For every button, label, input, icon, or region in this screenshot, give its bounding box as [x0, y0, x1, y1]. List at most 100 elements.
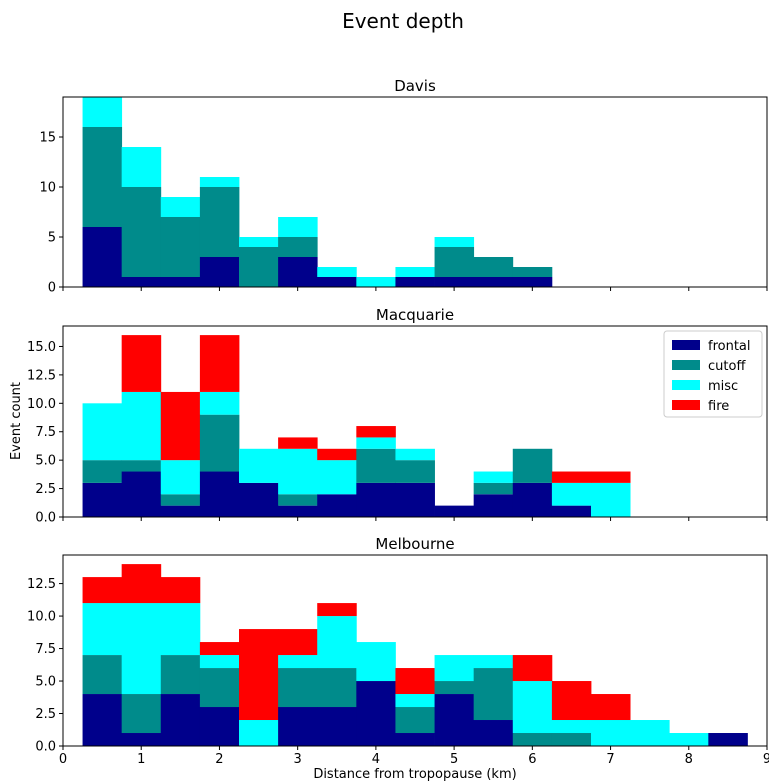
panel-title: Macquarie — [376, 306, 454, 324]
bar-fire — [121, 335, 162, 392]
bar-frontal — [121, 277, 162, 287]
bar-frontal — [434, 505, 475, 517]
bar-fire — [551, 471, 592, 483]
bar-frontal — [199, 707, 240, 746]
bar-cutoff — [160, 217, 201, 277]
bar-cutoff — [512, 733, 553, 746]
bar-frontal — [356, 482, 396, 517]
bar-fire — [121, 564, 162, 604]
bar-cutoff — [278, 668, 318, 708]
legend-swatch-cutoff — [672, 360, 700, 370]
bar-frontal — [708, 733, 748, 746]
bar-misc — [356, 642, 396, 682]
bar-cutoff — [317, 668, 357, 708]
bar-misc — [239, 237, 279, 247]
bar-misc — [199, 177, 240, 187]
bar-misc — [551, 482, 592, 506]
y-tick-label: 15 — [39, 131, 56, 146]
bar-frontal — [473, 494, 514, 517]
bar-frontal — [356, 681, 396, 746]
y-tick-label: 10.0 — [27, 610, 56, 625]
bar-frontal — [160, 277, 201, 287]
bar-misc — [591, 720, 631, 746]
bar-cutoff — [278, 237, 318, 257]
legend-swatch-fire — [672, 400, 700, 410]
bar-fire — [317, 603, 357, 617]
bar-cutoff — [356, 448, 396, 483]
y-tick-label: 2.5 — [35, 482, 56, 497]
x-tick-label: 7 — [606, 752, 614, 767]
bar-misc — [317, 460, 357, 495]
y-tick-label: 7.5 — [35, 642, 56, 657]
panel-macquarie: Macquarie 0.0 2.5 5.0 7.5 10.0 12.5 15.0 frontal… — [27, 306, 768, 526]
panel-davis: Davis 0 5 10 15 — [39, 77, 768, 296]
y-tick-label: 2.5 — [35, 707, 56, 722]
bar-misc — [317, 616, 357, 669]
legend-label-misc: misc — [708, 379, 738, 394]
x-tick-label: 4 — [372, 752, 380, 767]
bar-cutoff — [395, 460, 435, 483]
bar-misc — [395, 267, 435, 277]
y-tick-label: 0.0 — [35, 740, 56, 755]
bar-frontal — [160, 694, 201, 746]
bar-fire — [160, 577, 201, 604]
bar-frontal — [199, 257, 240, 287]
bar-cutoff — [160, 655, 201, 695]
bar-frontal — [434, 277, 475, 287]
bar-frontal — [395, 482, 435, 517]
bar-misc — [630, 720, 670, 746]
bar-cutoff — [82, 127, 123, 227]
bar-misc — [434, 655, 475, 682]
bar-frontal — [473, 277, 514, 287]
bar-misc — [199, 391, 240, 415]
bar-misc — [82, 603, 123, 656]
y-tick-label: 5.0 — [35, 675, 56, 690]
bar-frontal — [395, 277, 435, 287]
bar-cutoff — [473, 482, 514, 495]
bar-misc — [512, 681, 553, 733]
bar-fire — [395, 668, 435, 695]
bar-cutoff — [199, 414, 240, 472]
x-tick-label: 9 — [763, 752, 769, 767]
bar-frontal — [82, 482, 123, 517]
bar-cutoff — [121, 694, 162, 734]
y-tick-label: 0.0 — [35, 511, 56, 526]
bar-misc — [356, 437, 396, 449]
bar-frontal — [121, 733, 162, 746]
x-tick-label: 2 — [215, 752, 223, 767]
bar-misc — [278, 448, 318, 495]
bar-misc — [160, 197, 201, 217]
bar-cutoff — [121, 460, 162, 472]
bar-frontal — [278, 707, 318, 746]
panel-title: Melbourne — [375, 535, 454, 553]
bar-misc — [121, 147, 162, 187]
panel-melbourne: Melbourne 0 1 2 3 4 5 6 7 8 9 0.0 2.5 5.0 7.5 10.0 12.5 — [27, 535, 769, 767]
bar-cutoff — [199, 187, 240, 257]
bar-fire — [199, 642, 240, 656]
y-tick-label: 12.5 — [27, 577, 56, 592]
bar-misc — [669, 733, 709, 746]
bar-misc — [278, 217, 318, 237]
bar-misc — [473, 655, 514, 669]
bar-misc — [199, 655, 240, 669]
bar-misc — [395, 448, 435, 461]
bar-frontal — [473, 720, 514, 746]
bar-cutoff — [239, 247, 279, 287]
y-axis-label: Event count — [9, 382, 24, 460]
y-tick-label: 5.0 — [35, 454, 56, 469]
bar-misc — [160, 460, 201, 495]
bar-cutoff — [473, 668, 514, 721]
bar-frontal — [317, 494, 357, 517]
bar-misc — [121, 603, 162, 695]
bar-frontal — [278, 257, 318, 287]
y-tick-label: 5 — [48, 231, 56, 246]
bar-fire — [278, 629, 318, 656]
x-axis-label: Distance from tropopause (km) — [313, 767, 516, 782]
bar-frontal — [512, 277, 553, 287]
bar-frontal — [160, 505, 201, 517]
bar-misc — [82, 97, 123, 127]
bar-fire — [512, 655, 553, 682]
bar-fire — [317, 448, 357, 461]
bar-fire — [278, 437, 318, 449]
bar-frontal — [82, 227, 123, 287]
